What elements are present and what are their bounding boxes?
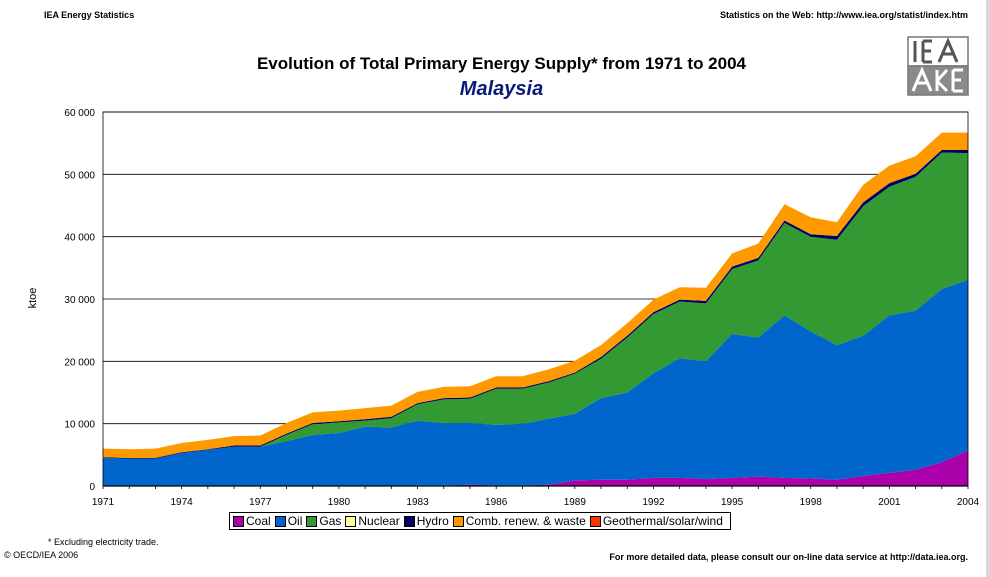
area-oil	[103, 279, 968, 486]
legend-item: Gas	[306, 514, 341, 528]
axes: 0 10 000 20 000 30 000 40 000 50 000 60 000 197…	[64, 108, 979, 508]
legend-swatch	[345, 515, 357, 527]
x-tick-label: 2001	[878, 497, 901, 508]
legend-item: Nuclear	[345, 514, 400, 528]
legend-label: Comb. renew. & waste	[465, 514, 586, 528]
chart-legend: Coal Oil Gas Nuclear Hydro Comb. renew. & was…	[229, 512, 731, 530]
legend-item: Comb. renew. & waste	[452, 514, 586, 528]
chart-subtitle: Malaysia	[459, 78, 544, 100]
legend-swatch	[274, 515, 286, 527]
area-coal	[103, 450, 968, 486]
x-tick-label: 1977	[249, 497, 272, 508]
legend-label: Hydro	[416, 514, 449, 528]
legend-label: Gas	[319, 514, 342, 528]
y-tick-label: 60 000	[64, 108, 95, 119]
legend-item: Coal	[233, 514, 271, 528]
area-series	[103, 132, 968, 486]
legend-item: Oil	[274, 514, 303, 528]
legend-swatch	[306, 515, 318, 527]
area-gas	[103, 152, 968, 459]
header-source: IEA Energy Statistics	[44, 10, 135, 20]
x-tick-label: 1980	[328, 497, 351, 508]
footnote: * Excluding electricity trade.	[48, 537, 159, 547]
x-tick-label: 2004	[957, 497, 980, 508]
x-tick-label: 1971	[92, 497, 115, 508]
data-service-link[interactable]: For more detailed data, please consult o…	[609, 552, 968, 562]
header-web-link[interactable]: Statistics on the Web: http://www.iea.or…	[719, 10, 968, 20]
legend-label: Nuclear	[358, 514, 400, 528]
x-tick-label: 1989	[564, 497, 587, 508]
legend-swatch	[589, 515, 601, 527]
x-tick-label: 1974	[171, 497, 194, 508]
x-tick-label: 1998	[800, 497, 823, 508]
x-tick-label: 1983	[406, 497, 429, 508]
legend-swatch	[403, 515, 415, 527]
y-tick-label: 0	[89, 482, 95, 493]
y-axis-label: ktoe	[27, 288, 39, 309]
legend-item: Geothermal/solar/wind	[589, 514, 723, 528]
chart-title: Evolution of Total Primary Energy Supply…	[256, 54, 747, 73]
legend-label: Geothermal/solar/wind	[602, 514, 723, 528]
y-tick-label: 30 000	[64, 295, 95, 306]
x-tick-label: 1992	[642, 497, 665, 508]
y-tick-label: 40 000	[64, 233, 95, 244]
x-tick-label: 1986	[485, 497, 508, 508]
scrollbar[interactable]	[986, 0, 990, 577]
y-tick-label: 20 000	[64, 357, 95, 368]
legend-label: Oil	[287, 514, 303, 528]
copyright: © OECD/IEA 2006	[4, 550, 79, 560]
legend-swatch	[233, 515, 244, 527]
legend-swatch	[452, 515, 464, 527]
x-tick-label: 1995	[721, 497, 744, 508]
y-tick-label: 50 000	[64, 170, 95, 181]
legend-label: Coal	[246, 514, 271, 528]
legend-item: Hydro	[403, 514, 449, 528]
iea-logo-icon	[907, 36, 969, 96]
y-tick-label: 10 000	[64, 420, 95, 431]
